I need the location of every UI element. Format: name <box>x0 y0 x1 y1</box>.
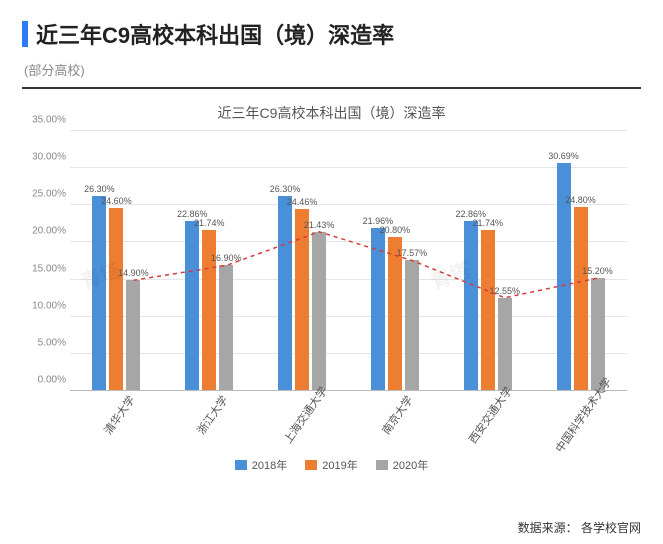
bar-value-label: 17.57% <box>397 248 428 258</box>
y-tick: 35.00% <box>32 115 66 126</box>
bar-value-label: 24.80% <box>565 195 596 205</box>
legend-label: 2018年 <box>252 457 287 473</box>
bar-value-label: 24.46% <box>287 197 318 207</box>
bar-value-label: 21.74% <box>472 218 503 228</box>
bar-value-label: 16.90% <box>211 253 242 263</box>
y-tick: 10.00% <box>32 300 66 311</box>
y-tick: 5.00% <box>38 337 66 348</box>
x-axis-labels: 清华大学浙江大学上海交通大学南京大学西安交通大学中国科学技术大学 <box>70 391 627 451</box>
source-value: 各学校官网 <box>581 521 641 535</box>
y-axis: 0.00% 5.00% 10.00% 15.00% 20.00% 25.00% 30.00%… <box>26 131 70 391</box>
y-tick: 25.00% <box>32 189 66 200</box>
bar-value-label: 15.20% <box>582 266 613 276</box>
bar: 22.86% <box>185 221 199 391</box>
bar-value-label: 26.30% <box>270 184 301 194</box>
bar-value-label: 12.55% <box>489 286 520 296</box>
bar: 26.30% <box>278 196 292 391</box>
chart-title: 近三年C9高校本科出国（境）深造率 <box>26 103 637 123</box>
bar-value-label: 24.60% <box>101 196 132 206</box>
bar: 26.30% <box>92 196 106 391</box>
bar: 21.43% <box>312 232 326 391</box>
accent-bar <box>22 21 28 47</box>
bar: 24.80% <box>574 207 588 391</box>
page-subtitle: (部分高校) <box>24 60 641 79</box>
bar-group: 26.30%24.46%21.43% <box>256 131 349 391</box>
bar: 24.60% <box>109 208 123 391</box>
bar-group: 22.86%21.74%12.55% <box>441 131 534 391</box>
bar: 22.86% <box>464 221 478 391</box>
bar-group: 30.69%24.80%15.20% <box>534 131 627 391</box>
y-tick: 30.00% <box>32 152 66 163</box>
chart-container: 近三年C9高校本科出国（境）深造率 0.00% 5.00% 10.00% 15.00%… <box>22 103 641 473</box>
bar: 21.74% <box>481 230 495 391</box>
bar-value-label: 26.30% <box>84 184 115 194</box>
data-source: 数据来源： 各学校官网 <box>518 519 641 536</box>
bar-value-label: 14.90% <box>118 268 149 278</box>
source-label: 数据来源： <box>518 521 578 535</box>
bar: 21.96% <box>371 228 385 391</box>
bar-group: 22.86%21.74% 16.90% <box>163 131 256 391</box>
bar-value-label: 21.74% <box>194 218 225 228</box>
divider <box>22 87 641 89</box>
bar: 20.80% <box>388 237 402 392</box>
bar-groups: 26.30%24.60%14.90%22.86%21.74%16.90%26.3… <box>70 131 627 391</box>
bar: 24.46% <box>295 209 309 391</box>
y-tick: 0.00% <box>38 375 66 386</box>
page-header: 近三年C9高校本科出国（境）深造率 <box>22 18 641 50</box>
page-title: 近三年C9高校本科出国（境）深造率 <box>36 18 394 50</box>
bar-value-label: 30.69% <box>548 151 579 161</box>
bar-value-label: 21.43% <box>304 220 335 230</box>
bar-group: 26.30%24.60%14.90% <box>70 131 163 391</box>
y-tick: 20.00% <box>32 226 66 237</box>
bar-value-label: 20.80% <box>380 225 411 235</box>
bar-group: 21.96%20.80%17.57% <box>348 131 441 391</box>
plot-area: 0.00%5.00%10.00%15.00%20.00%25.00%30.00%… <box>70 131 627 391</box>
y-tick: 15.00% <box>32 263 66 274</box>
